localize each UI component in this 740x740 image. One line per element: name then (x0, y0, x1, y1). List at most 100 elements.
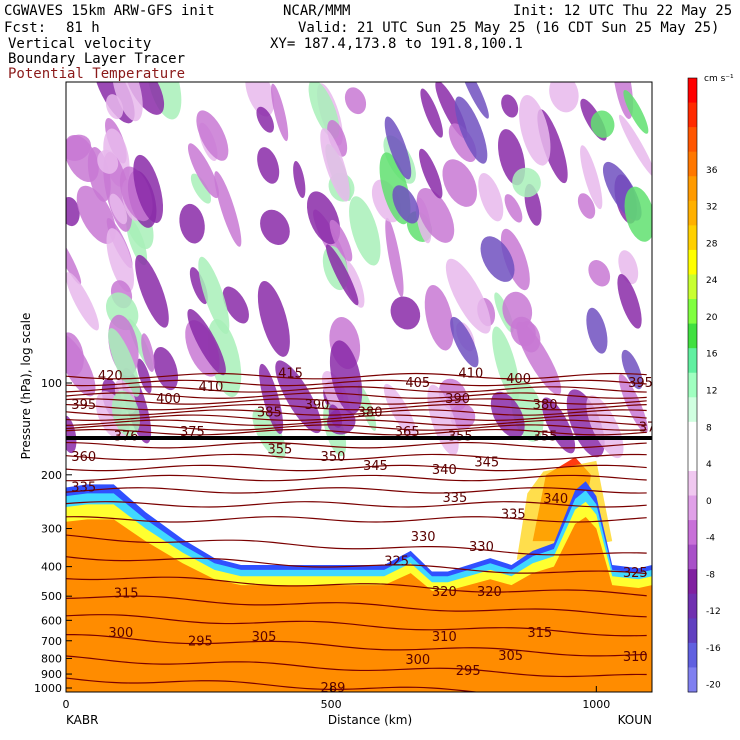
colorbar-tick-label: 28 (706, 239, 718, 249)
velocity-cell (445, 258, 491, 334)
isentrope-label: 340 (432, 463, 457, 478)
isentrope-label: 345 (474, 455, 499, 470)
isentrope-line (66, 501, 647, 508)
colorbar-tick-label: 12 (706, 387, 717, 397)
colorbar-tick-label: -12 (706, 607, 721, 617)
isentrope-label: 300 (108, 626, 133, 641)
y-tick-label: 1000 (34, 682, 62, 695)
velocity-cell (577, 193, 596, 219)
isentrope-label: 340 (543, 492, 568, 507)
y-tick-label: 600 (41, 614, 62, 627)
isentrope-line (66, 409, 647, 416)
org-label: NCAR/MMM (283, 3, 351, 19)
colorbar-tick-label: 36 (706, 166, 718, 176)
init-time: Init: 12 UTC Thu 22 May 25 (513, 3, 733, 19)
isentrope-label: 335 (443, 491, 468, 506)
colorbar-swatch (688, 446, 697, 472)
colorbar-swatch (688, 176, 697, 202)
velocity-cell (190, 173, 212, 204)
isentrope-line (66, 398, 647, 405)
isentrope-label: 305 (498, 649, 523, 664)
velocity-cell (516, 321, 562, 395)
isentrope-line (66, 424, 647, 431)
isentrope-line (66, 516, 647, 523)
isentrope-label: 345 (363, 459, 388, 474)
colorbar-swatch (688, 151, 697, 177)
colorbar-tick-label: 4 (706, 460, 712, 470)
isentrope-line (66, 428, 647, 436)
colorbar-tick-label: 0 (706, 497, 712, 507)
isentrope-label: 315 (527, 626, 552, 641)
velocity-cell (392, 185, 420, 224)
colorbar-swatch (688, 200, 697, 226)
isentrope-line (66, 487, 647, 494)
velocity-cell (270, 83, 289, 142)
velocity-cell (420, 88, 443, 138)
isentrope-line (66, 534, 647, 556)
velocity-cell (590, 110, 615, 138)
colorbar-swatch (688, 102, 697, 128)
isentrope-label: 330 (411, 530, 436, 545)
field-boundary-layer-tracer: Boundary Layer Tracer (8, 51, 186, 67)
velocity-cell (245, 82, 275, 117)
colorbar-swatch (688, 348, 697, 374)
isentrope-label: 289 (321, 681, 346, 696)
isentrope-line (66, 386, 647, 393)
isentrope-label: 380 (358, 406, 383, 421)
isentrope-label: 325 (623, 566, 648, 581)
velocity-cell (207, 319, 242, 397)
colorbar-swatch (688, 372, 697, 398)
velocity-cell (66, 333, 96, 397)
isentrope-line (66, 403, 647, 411)
isentrope-label: 380 (533, 398, 558, 413)
colorbar-swatch (688, 495, 697, 521)
colorbar-swatch (688, 274, 697, 300)
colorbar-swatch (688, 544, 697, 570)
isentrope-label: 300 (405, 653, 430, 668)
isentrope-label: 320 (432, 585, 457, 600)
valid-time: Valid: 21 UTC Sun 25 May 25 (16 CDT Sun … (298, 20, 720, 36)
isentrope-label: 335 (71, 480, 96, 495)
colorbar-tick-label: 16 (706, 350, 718, 360)
x-tick-label: 1000 (582, 698, 610, 711)
isentrope-line (66, 655, 647, 678)
isentrope-label: 400 (506, 372, 531, 387)
boundary-layer-tracer-field (66, 481, 652, 692)
velocity-cell (519, 94, 551, 166)
velocity-cell (196, 110, 229, 161)
colorbar-swatch (688, 520, 697, 546)
isentrope-label: 395 (71, 398, 96, 413)
velocity-cell (135, 254, 169, 328)
velocity-cell (618, 114, 652, 178)
isentrope-line (66, 379, 647, 387)
colorbar-tick-label: 20 (706, 313, 718, 323)
colorbar-swatch (688, 470, 697, 497)
velocity-cell (66, 134, 99, 183)
velocity-cell (621, 349, 643, 390)
isentrope-label: 320 (477, 585, 502, 600)
colorbar-swatch (688, 299, 697, 325)
colorbar-swatch (688, 642, 697, 668)
velocity-cell (500, 228, 530, 291)
velocity-cell (106, 228, 135, 293)
velocity-cell (416, 188, 455, 243)
velocity-cell (222, 286, 249, 324)
forecast-label: Fcst: (4, 20, 47, 36)
model-title: CGWAVES 15km ARW-GFS init (4, 3, 215, 19)
isentrope-line (66, 556, 647, 575)
isentrope-label: 390 (305, 398, 330, 413)
y-tick-label: 700 (41, 635, 62, 648)
isentrope-label: 400 (156, 392, 181, 407)
plot-frame (65, 81, 653, 693)
isentrope-line (66, 634, 647, 657)
velocity-cell (459, 82, 489, 119)
velocity-cell (344, 87, 367, 115)
isentrope-label: 305 (252, 630, 277, 645)
colorbar-swatch (688, 569, 697, 595)
y-tick-label: 400 (41, 561, 62, 574)
isentrope-label: 325 (384, 555, 409, 570)
velocity-cell (141, 333, 155, 372)
isentrope-line (66, 419, 647, 426)
colorbar-unit: cm s⁻¹ (704, 74, 734, 84)
